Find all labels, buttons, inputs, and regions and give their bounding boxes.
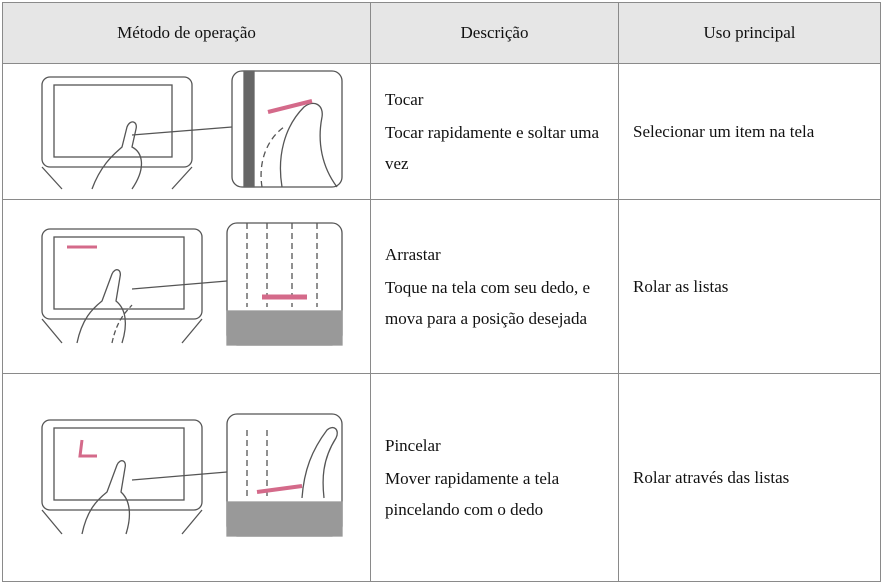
header-cell: Descrição	[370, 2, 619, 64]
description-text: Tocar rapidamente e soltar uma vez	[385, 123, 600, 173]
description-text: Toque na tela com seu dedo, e mova para …	[385, 278, 591, 328]
header-cell: Método de operação	[2, 2, 371, 64]
header-cell: Uso principal	[618, 2, 881, 64]
row: Tocar Tocar rapidamente e soltar uma vez…	[2, 63, 881, 200]
illustration-cell	[2, 199, 371, 374]
illustration-cell	[2, 63, 371, 200]
row: Pincelar Mover rapidamente a tela pincel…	[2, 373, 881, 582]
flick-illustration	[40, 413, 343, 537]
description-cell: Tocar Tocar rapidamente e soltar uma vez	[370, 63, 619, 200]
usage-cell: Selecionar um item na tela	[618, 63, 881, 200]
usage-cell: Rolar as listas	[618, 199, 881, 374]
operation-table: Método de operação Descrição Uso princip…	[2, 2, 881, 582]
description-cell: Arrastar Toque na tela com seu dedo, e m…	[370, 199, 619, 374]
header-row: Método de operação Descrição Uso princip…	[2, 2, 881, 64]
row: Arrastar Toque na tela com seu dedo, e m…	[2, 199, 881, 374]
action-title: Tocar	[385, 90, 424, 109]
usage-cell: Rolar através das listas	[618, 373, 881, 582]
action-title: Pincelar	[385, 436, 441, 455]
description-cell: Pincelar Mover rapidamente a tela pincel…	[370, 373, 619, 582]
description-text: Mover rapidamente a tela pincelando com …	[385, 469, 560, 519]
illustration-cell	[2, 373, 371, 582]
tap-illustration	[40, 70, 343, 190]
action-title: Arrastar	[385, 245, 441, 264]
drag-illustration	[40, 222, 343, 346]
